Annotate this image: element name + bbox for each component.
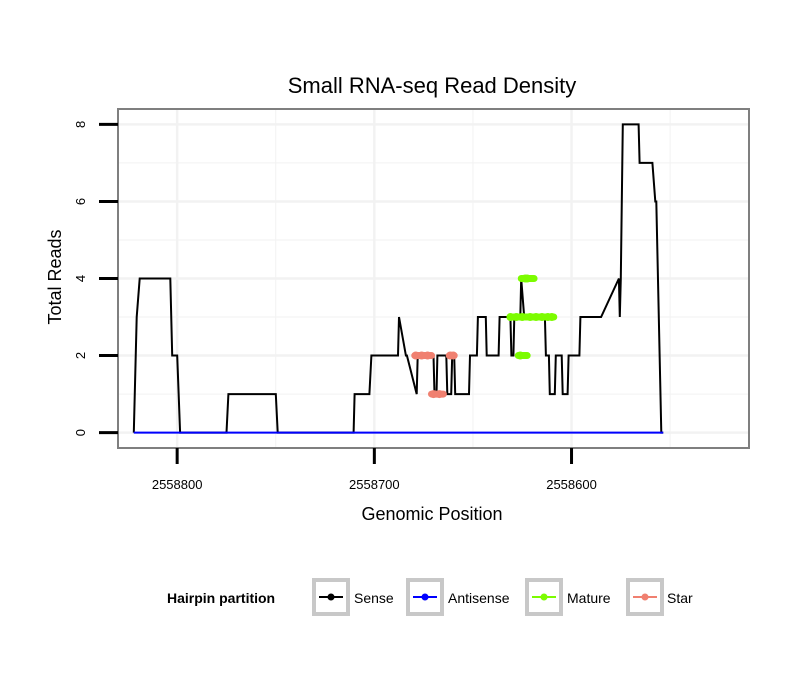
mature-point bbox=[547, 313, 556, 322]
legend-key-point-antisense bbox=[421, 593, 429, 601]
legend-entry-antisense: Antisense bbox=[406, 578, 510, 616]
y-tick-label: 0 bbox=[73, 429, 88, 436]
mature-point bbox=[516, 351, 525, 360]
legend-entries: Sense Antisense Mature Star bbox=[312, 578, 693, 616]
y-axis-label: Total Reads bbox=[45, 229, 65, 324]
mature-point bbox=[512, 313, 521, 322]
mature-point bbox=[506, 313, 515, 322]
legend-key-point-star bbox=[641, 593, 649, 601]
legend-label-mature: Mature bbox=[567, 590, 611, 606]
legend-key-point-sense bbox=[327, 593, 335, 601]
mature-point bbox=[532, 313, 541, 322]
x-axis: 2558800 2558700 2558600 bbox=[152, 448, 597, 492]
legend-key-point-mature bbox=[540, 593, 548, 601]
mature-point bbox=[523, 274, 532, 283]
y-axis: 0 2 4 6 8 bbox=[73, 121, 118, 436]
legend: Hairpin partition Sense Antisense Mature St… bbox=[167, 578, 693, 616]
chart-title: Small RNA-seq Read Density bbox=[288, 73, 577, 98]
y-tick-label: 2 bbox=[73, 352, 88, 359]
legend-label-sense: Sense bbox=[354, 590, 394, 606]
legend-entry-sense: Sense bbox=[312, 578, 394, 616]
y-tick-label: 8 bbox=[73, 121, 88, 128]
y-tick-label: 6 bbox=[73, 198, 88, 205]
legend-label-star: Star bbox=[667, 590, 693, 606]
star-point bbox=[449, 351, 458, 360]
plot-area bbox=[117, 108, 750, 449]
y-tick-label: 4 bbox=[73, 275, 88, 282]
sense-series-line bbox=[132, 123, 664, 434]
x-tick-label: 2558600 bbox=[546, 477, 597, 492]
star-point bbox=[411, 351, 420, 360]
series-layer bbox=[132, 123, 664, 434]
legend-label-antisense: Antisense bbox=[448, 590, 510, 606]
legend-title: Hairpin partition bbox=[167, 590, 275, 606]
x-tick-label: 2558800 bbox=[152, 477, 203, 492]
star-point bbox=[423, 351, 432, 360]
mature-point bbox=[537, 313, 546, 322]
star-point bbox=[435, 390, 444, 399]
mature-point bbox=[518, 313, 527, 322]
star-point bbox=[429, 390, 438, 399]
mature-point bbox=[526, 313, 535, 322]
legend-entry-mature: Mature bbox=[525, 578, 611, 616]
legend-entry-star: Star bbox=[626, 578, 693, 616]
x-tick-label: 2558700 bbox=[349, 477, 400, 492]
x-axis-label: Genomic Position bbox=[361, 504, 502, 524]
star-point bbox=[417, 351, 426, 360]
